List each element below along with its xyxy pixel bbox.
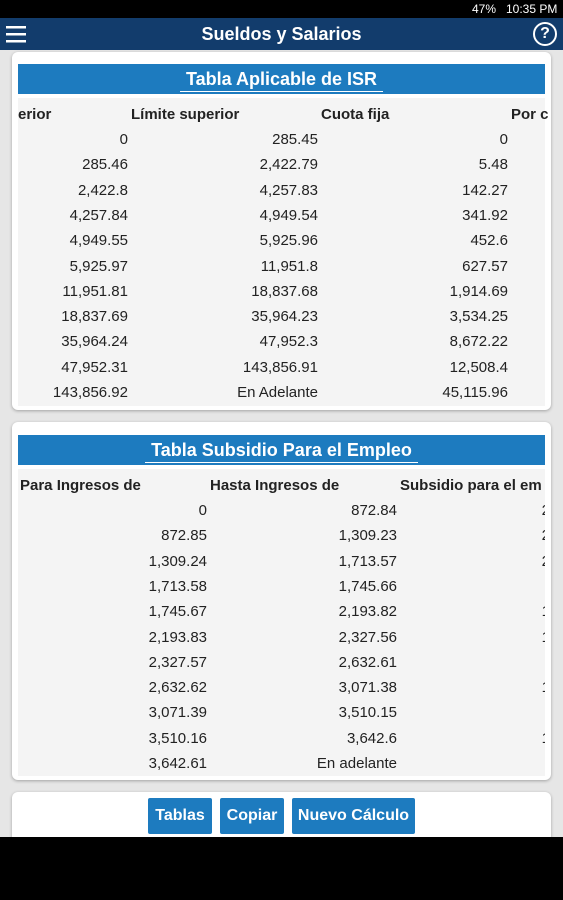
table-area xyxy=(18,469,545,776)
table-cell: 1 xyxy=(541,729,550,747)
table-cell: 2 xyxy=(541,502,550,519)
table-cell: 2,422.79 xyxy=(259,156,318,174)
table-cell: 142.27 xyxy=(462,181,508,199)
table-cell: 143,856.91 xyxy=(242,358,318,376)
table-cell: 2 xyxy=(541,527,550,545)
column-header: Límite superior xyxy=(131,106,240,123)
table-cell: 47,952.3 xyxy=(259,333,318,351)
table-cell: En Adelante xyxy=(237,384,318,401)
table-cell: 47,952.31 xyxy=(61,358,128,376)
table-cell: 11,951.81 xyxy=(62,282,128,300)
table-cell: 2,327.57 xyxy=(148,653,207,671)
column-header: Por c xyxy=(511,106,549,123)
table-cell: 285.45 xyxy=(272,131,318,148)
table-cell: 0 xyxy=(119,131,128,148)
table-cell: 3,510.16 xyxy=(148,729,207,747)
table-cell: En adelante xyxy=(316,755,397,772)
column-header: Cuota fija xyxy=(321,106,390,123)
table-cell: 0 xyxy=(499,131,508,148)
table-cell: 2 xyxy=(541,552,550,570)
table-cell: 35,964.24 xyxy=(61,333,128,351)
table-cell: 4,257.84 xyxy=(69,206,128,224)
action-button[interactable]: Nuevo Cálculo xyxy=(292,798,415,834)
table-cell: 5.48 xyxy=(478,156,508,174)
app-bar: Sueldos y Salarios ? xyxy=(0,18,563,50)
table-cell: 1,914.69 xyxy=(449,282,508,300)
action-button[interactable]: Copiar xyxy=(220,798,284,834)
table-cell: 0 xyxy=(198,502,207,519)
button-card: Tablas Copiar Nuevo Cálculo xyxy=(12,792,551,842)
table-cell: 143,856.92 xyxy=(52,384,128,401)
table-cell: 3,510.15 xyxy=(338,704,397,722)
table-cell: 3,071.38 xyxy=(338,679,397,697)
table-cell: 2,193.82 xyxy=(338,603,397,621)
table-cell: 2,327.56 xyxy=(338,628,397,646)
table-cell: 3,071.39 xyxy=(148,704,207,722)
help-button[interactable]: ? xyxy=(533,22,557,46)
nav-bar xyxy=(0,837,563,900)
app-title: Sueldos y Salarios xyxy=(201,24,362,44)
table-cell: 4,257.83 xyxy=(259,181,318,199)
table-cell: 872.84 xyxy=(351,502,397,519)
column-header: erior xyxy=(18,106,52,123)
table-cell: 341.92 xyxy=(462,206,508,224)
table-cell: 18,837.68 xyxy=(251,282,318,300)
table-cell: 1,713.57 xyxy=(338,552,397,570)
table-cell: 2,632.61 xyxy=(338,653,397,671)
table-cell: 1,713.58 xyxy=(148,577,207,595)
card-title: Tabla Subsidio Para el Empleo xyxy=(145,440,418,463)
table-cell: 3,642.6 xyxy=(346,729,397,747)
table-cell: 627.57 xyxy=(462,257,508,275)
table-cell: 5,925.96 xyxy=(259,232,318,250)
table-cell: 8,672.22 xyxy=(449,333,508,351)
table-cell: 45,115.96 xyxy=(442,384,508,401)
table-cell: 1,309.24 xyxy=(148,552,207,570)
table-cell: 1,745.67 xyxy=(148,603,207,621)
table-cell: 2,193.83 xyxy=(148,628,207,646)
subsidio-card: Tabla Subsidio Para el Empleo Para Ingre… xyxy=(12,422,551,780)
table-cell: 35,964.23 xyxy=(251,308,318,326)
clock: 10:35 PM xyxy=(506,2,558,16)
table-cell: 1 xyxy=(541,679,550,697)
table-cell: 3,642.61 xyxy=(148,755,207,772)
table-cell: 5,925.97 xyxy=(69,257,128,275)
table-cell: 452.6 xyxy=(470,232,508,250)
menu-button[interactable] xyxy=(6,25,28,43)
card-title-bar: Tabla Subsidio Para el Empleo xyxy=(18,435,545,465)
table-cell: 2,422.8 xyxy=(77,181,128,199)
column-header: Subsidio para el em xyxy=(400,477,542,494)
card-title: Tabla Aplicable de ISR xyxy=(179,69,384,92)
isr-card: Tabla Aplicable de ISR erior Límite super… xyxy=(12,52,551,410)
table-area xyxy=(18,98,545,406)
table-cell: 2,632.62 xyxy=(148,679,207,697)
card-title-bar: Tabla Aplicable de ISR xyxy=(18,64,545,94)
table-cell: 1 xyxy=(541,603,550,621)
table-cell: 872.85 xyxy=(161,527,207,545)
table-cell: 12,508.4 xyxy=(449,358,508,376)
table-cell: 285.46 xyxy=(82,156,128,174)
table-cell: 3,534.25 xyxy=(449,308,508,326)
column-header: Hasta Ingresos de xyxy=(210,477,340,494)
table-cell: 4,949.54 xyxy=(259,206,318,224)
table-cell: 4,949.55 xyxy=(69,232,128,250)
table-cell: 1 xyxy=(541,628,550,646)
table-cell: 18,837.69 xyxy=(61,308,128,326)
status-bar: 47% 10:35 PM xyxy=(0,0,563,18)
table-cell: 11,951.8 xyxy=(260,257,318,275)
table-cell: 1,745.66 xyxy=(338,577,397,595)
column-header: Para Ingresos de xyxy=(20,477,141,494)
action-button[interactable]: Tablas xyxy=(148,798,212,834)
table-cell: 1,309.23 xyxy=(338,527,397,545)
battery: 47% xyxy=(472,2,497,16)
